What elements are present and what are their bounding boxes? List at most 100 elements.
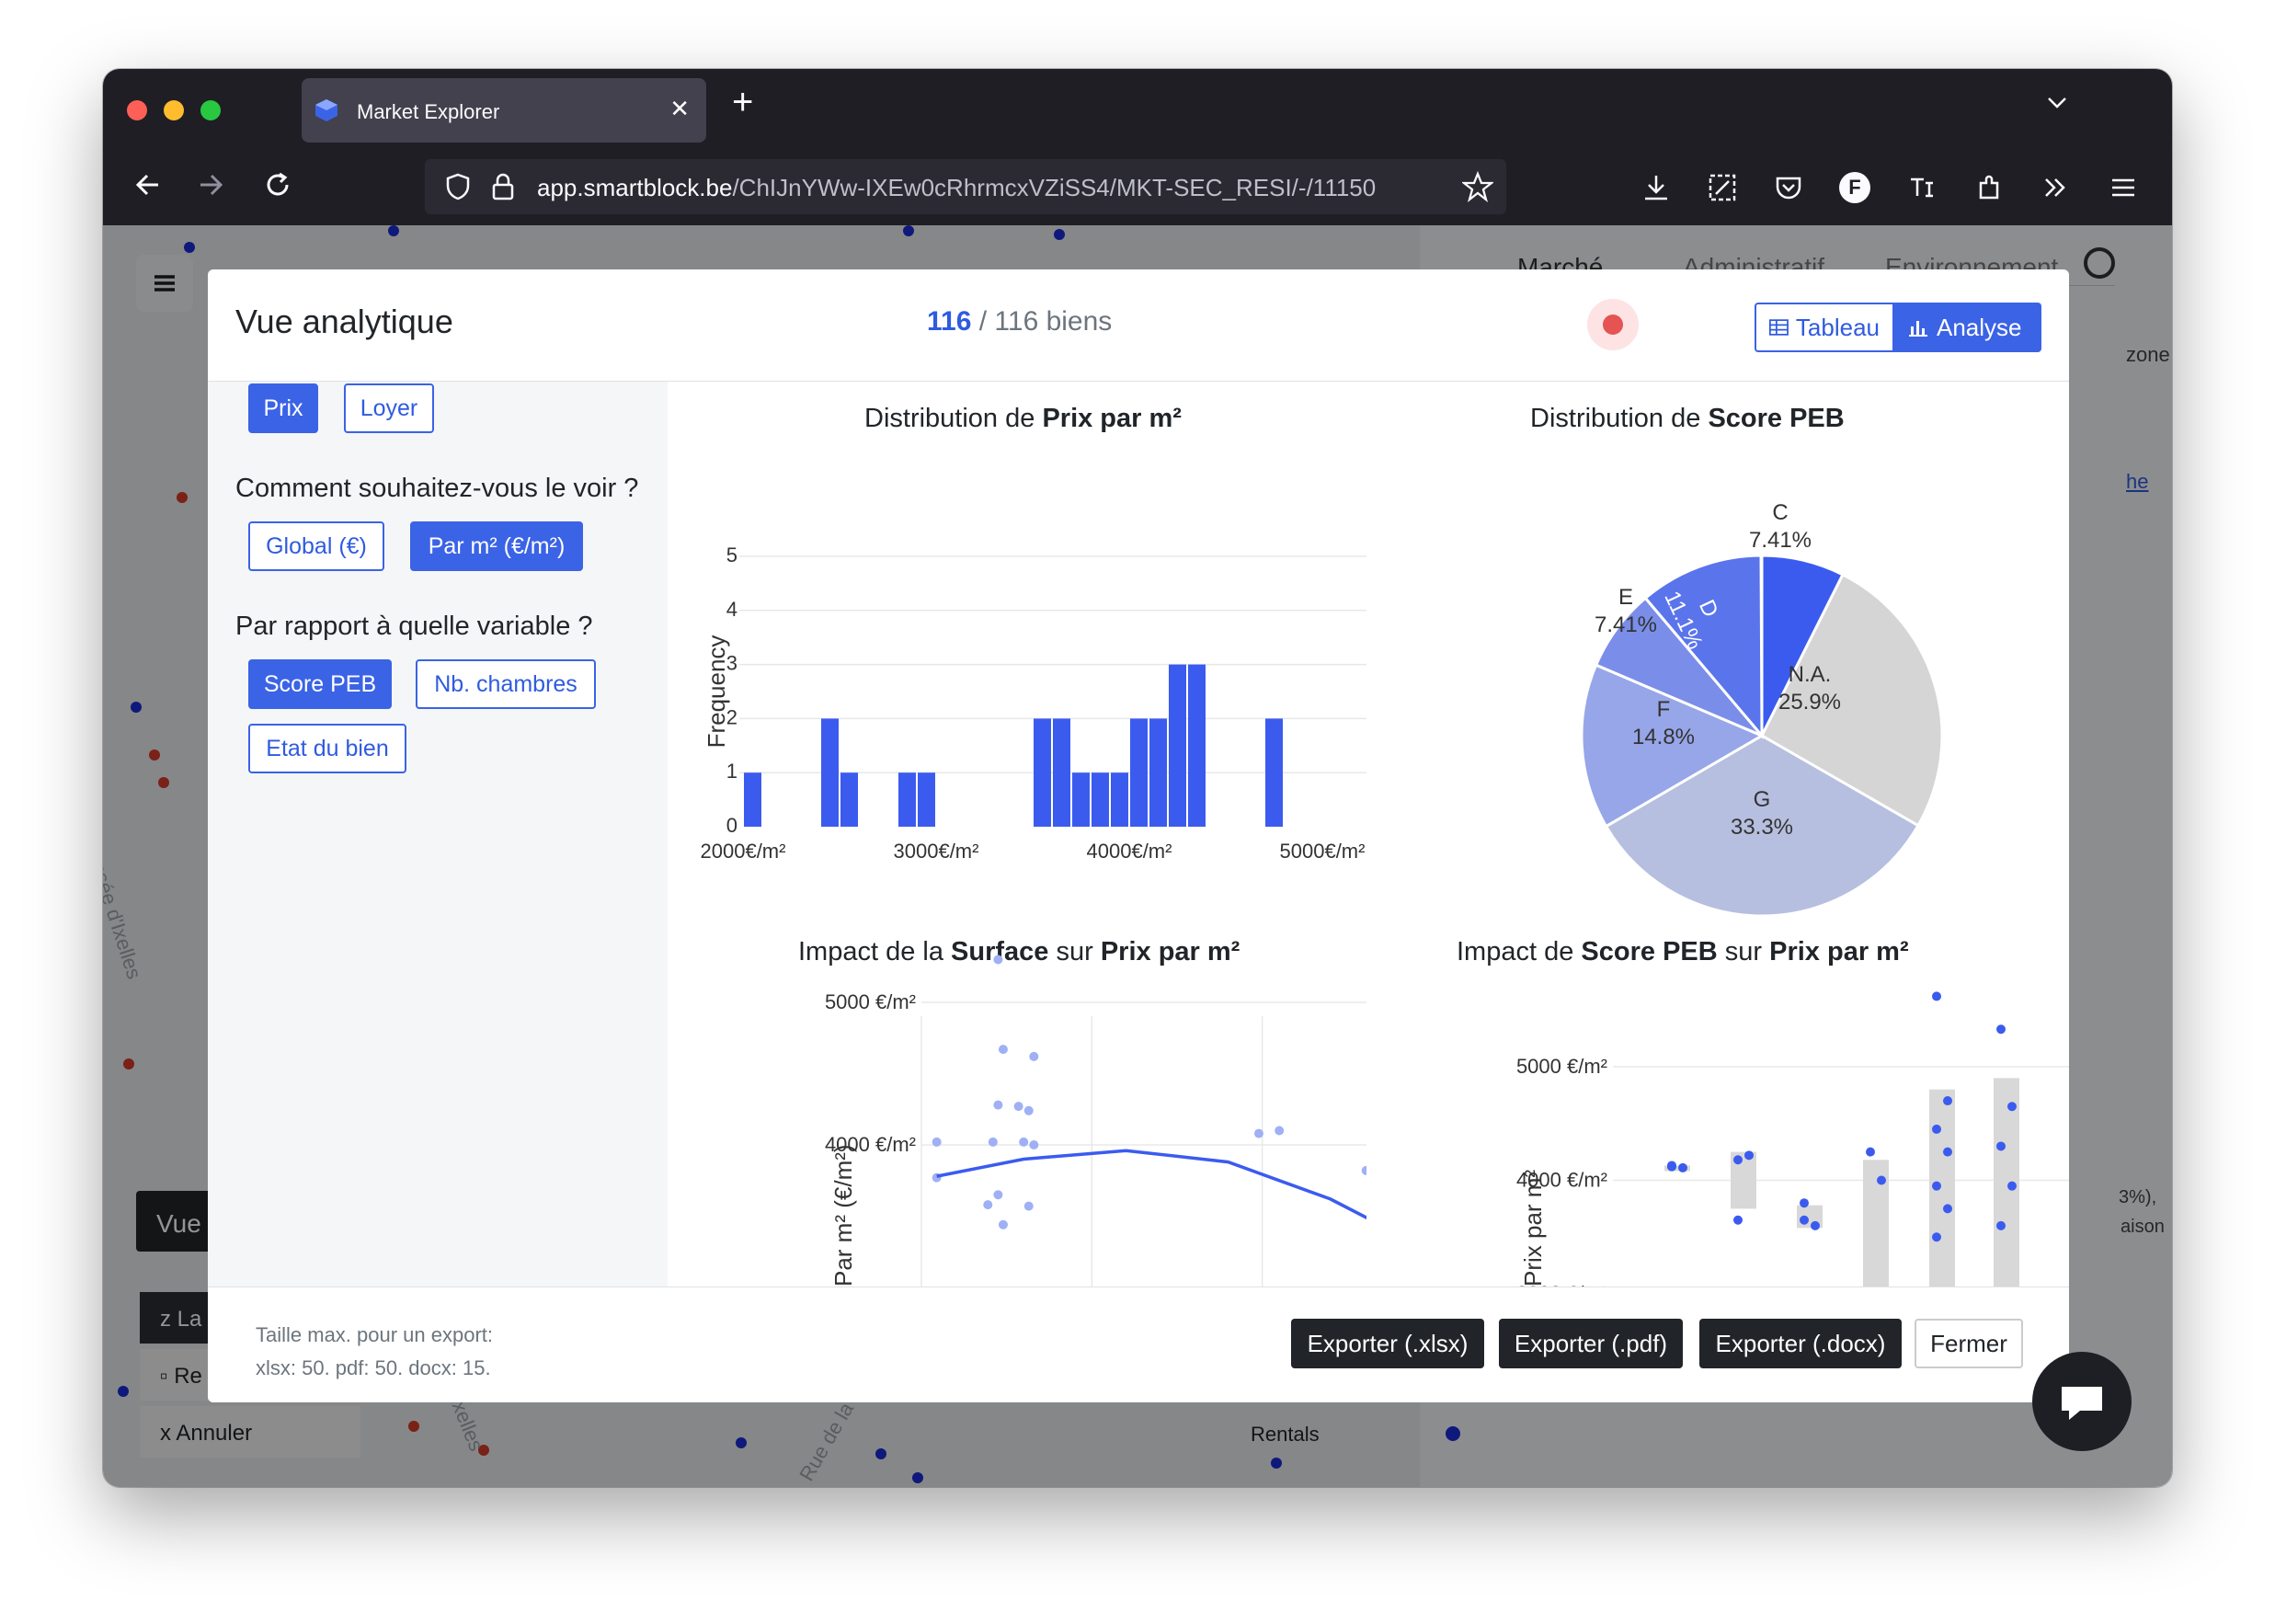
scatter-point bbox=[993, 955, 1003, 965]
box-point bbox=[1667, 1161, 1676, 1171]
back-arrow-icon[interactable] bbox=[131, 168, 164, 201]
box-point bbox=[1811, 1220, 1820, 1230]
export-docx-button[interactable]: Exporter (.docx) bbox=[1699, 1319, 1902, 1368]
box-y-tick: 3000 €/m² bbox=[1516, 1282, 1607, 1287]
pie-slice-percent: 25.9% bbox=[1778, 690, 1841, 715]
close-window-button[interactable] bbox=[127, 100, 147, 120]
scatter-point bbox=[1023, 1201, 1034, 1211]
bookmark-star-icon[interactable] bbox=[1462, 171, 1493, 202]
map-marker[interactable] bbox=[177, 492, 188, 503]
mode-global-button[interactable]: Global (€) bbox=[248, 521, 384, 571]
map-marker[interactable] bbox=[903, 225, 914, 236]
screenshot-icon[interactable] bbox=[1707, 172, 1738, 203]
map-marker[interactable] bbox=[408, 1421, 419, 1432]
metric-prix-button[interactable]: Prix bbox=[248, 383, 318, 433]
histogram-bar bbox=[840, 772, 858, 827]
pie-slice-label: C bbox=[1772, 500, 1788, 525]
extensions-puzzle-icon[interactable] bbox=[1973, 172, 2005, 203]
address-bar[interactable]: app.smartblock.be/ChIJnYWw-IXEw0cRhrmcxV… bbox=[425, 159, 1506, 214]
record-indicator[interactable] bbox=[1587, 299, 1639, 350]
map-marker[interactable] bbox=[149, 749, 160, 761]
user-account-icon[interactable] bbox=[2084, 247, 2115, 279]
reload-icon[interactable] bbox=[261, 168, 294, 201]
map-marker[interactable] bbox=[1054, 229, 1065, 240]
histogram-bar bbox=[1265, 718, 1283, 827]
background-pct-text: 3%), bbox=[2119, 1187, 2157, 1207]
browser-tab[interactable]: Market Explorer ✕ bbox=[302, 78, 706, 143]
scatter-point bbox=[1019, 1137, 1029, 1147]
histogram-y-tick: 0 bbox=[726, 814, 737, 837]
peb-box-title: Impact de Score PEB sur Prix par m² bbox=[1457, 937, 1909, 966]
export-size-note: Taille max. pour un export: xlsx: 50. pd… bbox=[256, 1319, 493, 1385]
scatter-fit-line bbox=[936, 1149, 1366, 1220]
profile-avatar[interactable]: F bbox=[1839, 172, 1870, 203]
histogram-x-tick: 2000€/m² bbox=[701, 840, 786, 863]
pocket-icon[interactable] bbox=[1773, 172, 1804, 203]
map-marker[interactable] bbox=[1271, 1458, 1282, 1469]
annuler-label: Annuler bbox=[176, 1421, 253, 1446]
menu-hamburger-icon[interactable] bbox=[2108, 172, 2139, 203]
box-point bbox=[1866, 1147, 1875, 1157]
chat-button[interactable] bbox=[2032, 1352, 2132, 1451]
metric-loyer-button[interactable]: Loyer bbox=[344, 383, 434, 433]
zoom-window-button[interactable] bbox=[200, 100, 221, 120]
chat-bubble-icon bbox=[2062, 1387, 2102, 1420]
annuler-button[interactable]: x Annuler bbox=[140, 1406, 360, 1458]
question-variable: Par rapport à quelle variable ? bbox=[235, 612, 593, 641]
close-modal-button[interactable]: Fermer bbox=[1915, 1319, 2023, 1368]
view-analyse-button[interactable]: Analyse bbox=[1894, 303, 2041, 352]
box-y-tick: 4000 €/m² bbox=[1516, 1169, 1607, 1192]
histogram-y-tick: 3 bbox=[726, 652, 737, 675]
pie-slice-percent: 7.41% bbox=[1595, 612, 1657, 637]
scatter-point bbox=[1029, 1051, 1039, 1061]
new-tab-button[interactable]: + bbox=[732, 82, 754, 122]
view-tableau-button[interactable]: Tableau bbox=[1755, 303, 1894, 352]
close-tab-icon[interactable]: ✕ bbox=[669, 95, 690, 122]
variable-etat-bien-button[interactable]: Etat du bien bbox=[248, 724, 406, 773]
map-marker[interactable] bbox=[875, 1448, 886, 1459]
export-xlsx-button[interactable]: Exporter (.xlsx) bbox=[1291, 1319, 1484, 1368]
shield-icon[interactable] bbox=[443, 172, 473, 201]
scatter-point bbox=[998, 1219, 1008, 1229]
property-count-shown: 116 bbox=[927, 306, 972, 337]
export-pdf-button[interactable]: Exporter (.pdf) bbox=[1499, 1319, 1683, 1368]
forward-arrow-icon[interactable] bbox=[195, 168, 228, 201]
map-marker[interactable] bbox=[118, 1386, 129, 1397]
export-note-line1: Taille max. pour un export: bbox=[256, 1323, 494, 1346]
histogram-bar bbox=[1053, 718, 1070, 827]
box-point bbox=[1877, 1175, 1886, 1185]
minimize-window-button[interactable] bbox=[164, 100, 184, 120]
property-count-total: / 116 biens bbox=[978, 306, 1113, 337]
map-marker[interactable] bbox=[158, 777, 169, 788]
histogram-bar bbox=[1169, 664, 1186, 827]
tab-list-chevron-icon[interactable] bbox=[2043, 89, 2071, 117]
histogram-y-tick: 2 bbox=[726, 705, 737, 728]
variable-nb-chambres-button[interactable]: Nb. chambres bbox=[416, 659, 596, 709]
histogram-x-tick: 3000€/m² bbox=[894, 840, 979, 863]
histogram-bar bbox=[821, 718, 839, 827]
question-display-mode: Comment souhaitez-vous le voir ? bbox=[235, 474, 639, 503]
histogram-bar bbox=[918, 772, 935, 827]
map-marker[interactable] bbox=[123, 1058, 134, 1069]
map-marker[interactable] bbox=[736, 1437, 747, 1448]
app-menu-button[interactable] bbox=[136, 255, 193, 312]
map-marker[interactable] bbox=[478, 1445, 489, 1456]
background-link-text[interactable]: he bbox=[2126, 470, 2149, 493]
translate-extension-icon[interactable] bbox=[1905, 172, 1937, 203]
map-marker[interactable] bbox=[912, 1472, 923, 1483]
map-marker[interactable] bbox=[184, 242, 195, 253]
lock-icon[interactable] bbox=[489, 172, 517, 201]
scatter-point bbox=[1013, 1102, 1023, 1112]
variable-score-peb-button[interactable]: Score PEB bbox=[248, 659, 392, 709]
map-marker[interactable] bbox=[131, 702, 142, 713]
scatter-y-label: Par m² (€/m²) bbox=[829, 1144, 857, 1287]
mode-per-m2-button[interactable]: Par m² (€/m²) bbox=[410, 521, 583, 571]
download-icon[interactable] bbox=[1641, 172, 1672, 203]
pie-slice bbox=[1580, 663, 1766, 829]
browser-chrome: Market Explorer ✕ + app.smartblock.be/Ch… bbox=[103, 69, 2172, 225]
more-tools-chevron-icon[interactable] bbox=[2040, 172, 2071, 203]
rentals-label: Rentals bbox=[1251, 1423, 1320, 1446]
map-marker[interactable] bbox=[388, 225, 399, 236]
histogram-bar bbox=[1072, 772, 1090, 827]
box-point bbox=[1996, 1141, 2006, 1151]
